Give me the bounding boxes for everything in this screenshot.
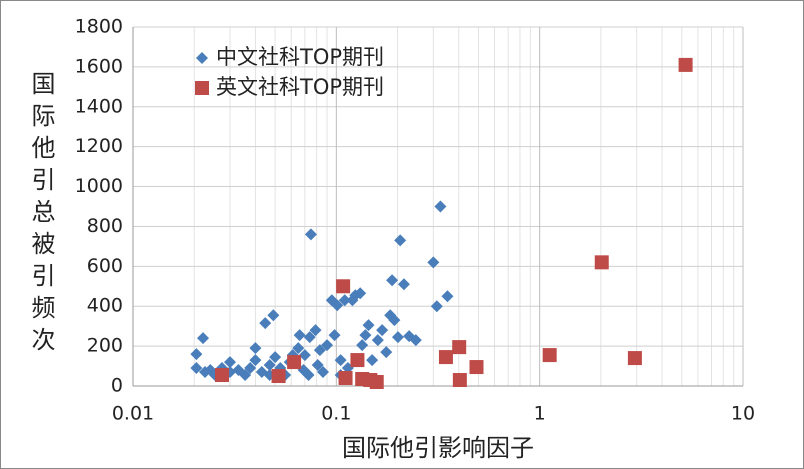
point [287,355,302,370]
y-tick-label: 400 [87,295,123,317]
point [269,351,282,364]
point [249,354,262,367]
point [362,319,375,332]
x-tick-label: 0.01 [112,403,154,425]
point [338,371,353,386]
point [542,348,557,363]
point [469,360,484,375]
point [371,334,384,347]
point [267,309,280,322]
point [434,200,447,213]
y-tick-label: 800 [87,215,123,237]
point [366,354,379,367]
point [249,342,262,355]
point [313,344,326,357]
legend-marker [196,52,208,64]
point [304,228,317,241]
point [386,274,399,287]
point [328,329,341,342]
point [354,287,367,300]
point [311,359,324,372]
point [452,340,467,355]
legend-label: 中文社科TOP期刊 [216,45,384,69]
point [391,331,404,344]
point [303,331,316,344]
y-tick-label: 200 [87,335,123,357]
point [441,290,454,303]
point [430,300,443,313]
point [427,256,440,269]
point [197,332,210,345]
point [394,234,407,247]
y-axis-label: 国际他引总被引频次 [27,71,55,359]
point [376,324,389,337]
point [380,346,393,359]
point [239,369,252,382]
point [244,362,257,375]
point [388,314,401,327]
point [321,339,334,352]
legend-marker [195,81,209,95]
point [627,351,642,366]
point [298,349,311,362]
point [397,278,410,291]
point [309,324,322,337]
point [334,354,347,367]
point [259,317,272,330]
point [438,350,453,365]
y-tick-label: 1400 [75,95,123,117]
x-tick-label: 1 [534,403,546,425]
point [215,368,230,383]
point [452,373,467,388]
x-tick-label: 10 [731,403,755,425]
point [190,348,203,361]
point [317,366,330,379]
point [263,359,276,372]
point [331,299,344,312]
y-tick-label: 600 [87,255,123,277]
legend-label: 英文社科TOP期刊 [216,75,384,99]
y-tick-label: 1800 [75,16,123,38]
point [302,369,315,382]
point [224,356,237,369]
point [350,353,365,368]
point [409,334,422,347]
point [336,279,351,294]
x-axis-label: 国际他引影响因子 [342,434,534,462]
point [369,375,384,390]
point [338,294,351,307]
point [678,57,693,72]
point [271,369,286,384]
point [190,362,203,375]
y-tick-label: 0 [111,375,123,397]
y-tick-label: 1200 [75,135,123,157]
point [292,342,305,355]
y-tick-label: 1000 [75,175,123,197]
y-tick-label: 1600 [75,55,123,77]
point [359,329,372,342]
point [293,329,306,342]
point [356,339,369,352]
x-tick-label: 0.1 [321,403,351,425]
point [594,255,609,270]
